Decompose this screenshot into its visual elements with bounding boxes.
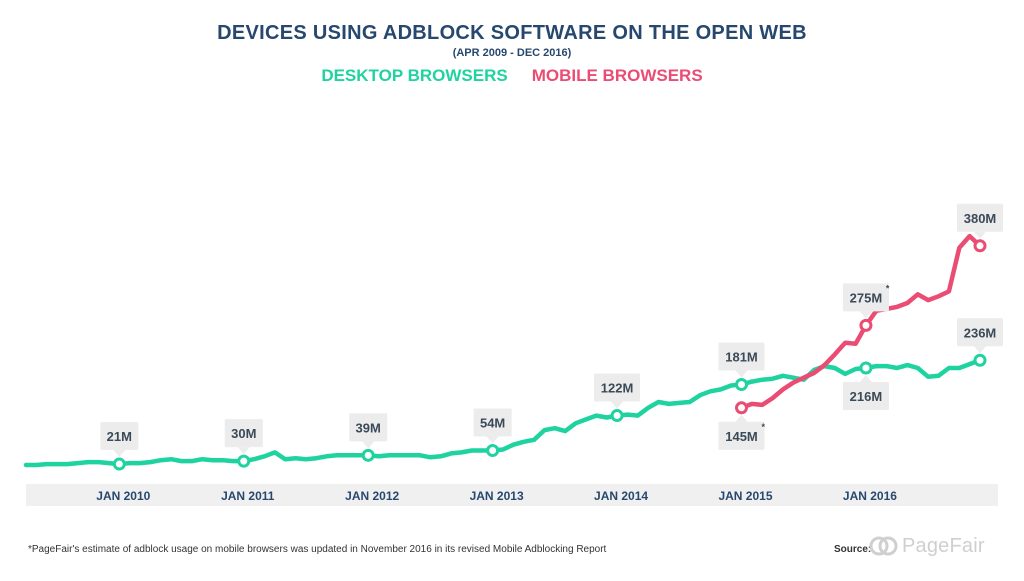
x-axis-band xyxy=(26,484,998,506)
callout-label: 54M xyxy=(480,415,505,430)
callout-label: 216M xyxy=(850,389,883,404)
x-tick-label: JAN 2016 xyxy=(843,489,897,503)
callout-box xyxy=(100,422,139,451)
x-tick-label: JAN 2010 xyxy=(96,489,150,503)
data-point-marker xyxy=(237,454,251,468)
x-tick-label: JAN 2013 xyxy=(470,489,524,503)
callout-label: 380M xyxy=(964,211,997,226)
data-point-marker xyxy=(112,457,126,471)
callout-label: 122M xyxy=(601,381,634,396)
chart-subtitle: (APR 2009 - DEC 2016) xyxy=(452,47,572,59)
chart-title: DEVICES USING ADBLOCK SOFTWARE ON THE OP… xyxy=(217,22,807,44)
callout-pointer xyxy=(486,436,499,444)
callout-label: 181M xyxy=(725,350,758,365)
callout-label: 236M xyxy=(964,325,997,340)
callout-pointer xyxy=(113,450,126,458)
callout-box xyxy=(718,342,765,371)
footnote: *PageFair's estimate of adblock usage on… xyxy=(28,544,607,555)
x-tick-label: JAN 2015 xyxy=(718,489,772,503)
callout-pointer xyxy=(735,414,748,422)
callout-box xyxy=(957,203,1003,232)
callout-box xyxy=(473,408,512,437)
x-tick-label: JAN 2014 xyxy=(594,489,648,503)
callout-asterisk: * xyxy=(762,422,766,432)
callout-box xyxy=(349,413,388,442)
series-line xyxy=(739,233,983,411)
x-tick-label: JAN 2012 xyxy=(345,489,399,503)
legend-item-mobile: MOBILE BROWSERS xyxy=(531,66,703,85)
callout-asterisk: * xyxy=(886,283,890,293)
data-point-marker xyxy=(610,409,624,423)
data-point-marker xyxy=(973,353,987,367)
x-tick-label: JAN 2011 xyxy=(221,489,275,503)
callout-pointer xyxy=(974,231,986,239)
callout-pointer xyxy=(237,447,250,455)
callout-pointer xyxy=(859,311,872,319)
callout-pointer xyxy=(611,401,624,409)
callout-pointer xyxy=(735,370,748,378)
callout-pointer xyxy=(859,375,872,383)
callout-label: 30M xyxy=(231,426,256,441)
data-point-marker xyxy=(859,318,873,332)
callout-box xyxy=(718,421,765,450)
callout-label: 275M xyxy=(850,290,883,305)
data-point-marker xyxy=(973,239,987,253)
callout-pointer xyxy=(362,441,375,449)
brand-name: PageFair xyxy=(902,535,985,557)
callout-label: 145M xyxy=(725,429,758,444)
callout-box xyxy=(594,373,641,402)
callout-box xyxy=(224,419,263,448)
callout-label: 21M xyxy=(107,429,132,444)
source-label: Source: xyxy=(834,544,872,555)
data-point-marker xyxy=(859,361,873,375)
data-point-marker xyxy=(486,443,500,457)
pagefair-logo-icon xyxy=(869,536,898,556)
callout-box xyxy=(842,382,889,411)
data-point-marker xyxy=(735,401,748,415)
legend-item-desktop: DESKTOP BROWSERS xyxy=(321,66,508,85)
callout-label: 39M xyxy=(356,420,381,435)
legend: DESKTOP BROWSERS MOBILE BROWSERS xyxy=(0,66,1024,86)
data-point-marker xyxy=(735,378,748,392)
callout-box xyxy=(957,318,1003,347)
callout-pointer xyxy=(974,346,986,354)
brand-logo: PageFair xyxy=(868,528,1018,562)
data-point-marker xyxy=(361,448,375,462)
callout-box xyxy=(842,283,889,312)
